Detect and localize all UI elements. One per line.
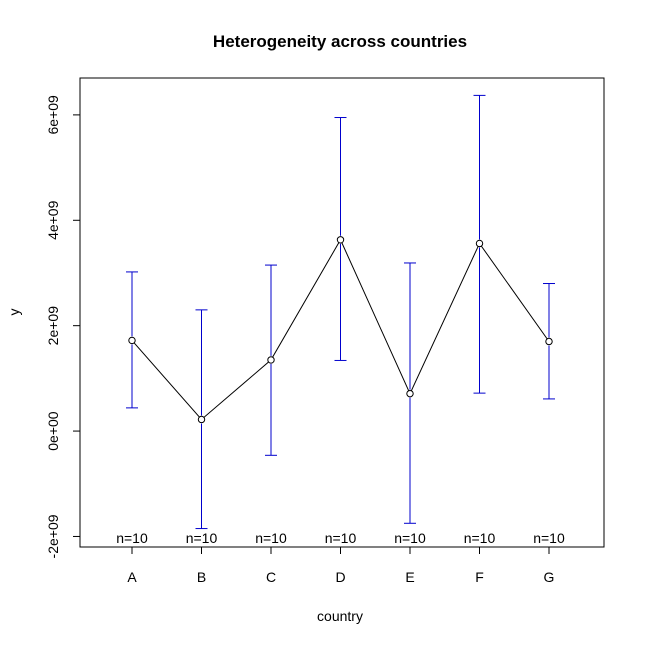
x-tick-label: G: [544, 569, 555, 585]
mean-point: [406, 389, 414, 398]
mean-point: [197, 415, 206, 424]
count-label: n=10: [255, 530, 287, 546]
error-bar: [334, 117, 347, 361]
count-label: n=10: [325, 530, 357, 546]
error-bar: [473, 94, 486, 394]
x-tick-label: F: [475, 569, 484, 585]
mean-point: [545, 337, 553, 346]
count-label: n=10: [394, 530, 426, 546]
error-bar: [265, 264, 277, 456]
count-label: n=10: [533, 530, 565, 546]
error-bars: [126, 94, 555, 530]
x-tick-label: D: [335, 569, 345, 585]
mean-series: [128, 236, 553, 424]
error-bar: [543, 283, 555, 400]
error-bar: [195, 309, 208, 530]
mean-point: [128, 336, 136, 345]
y-tick-label: 2e+09: [45, 306, 61, 346]
x-axis-label: country: [317, 608, 363, 624]
mean-point: [336, 236, 345, 244]
count-label: n=10: [186, 530, 218, 546]
x-axis: A B C D E F G: [127, 546, 555, 585]
count-label: n=10: [116, 530, 148, 546]
count-labels: n=10 n=10 n=10 n=10 n=10 n=10 n=10: [116, 530, 565, 546]
y-tick-label: -2e+09: [45, 514, 61, 558]
x-tick-label: A: [127, 569, 137, 585]
y-tick-label: 0e+00: [45, 411, 61, 451]
y-axis-label: y: [6, 309, 22, 316]
x-tick-label: C: [266, 569, 276, 585]
mean-point: [267, 356, 275, 364]
y-axis: -2e+09 0e+00 2e+09 4e+09 6e+09: [45, 95, 81, 558]
chart-title: Heterogeneity across countries: [213, 32, 467, 51]
plot-frame: [79, 77, 605, 548]
mean-point: [475, 239, 484, 248]
count-label: n=10: [464, 530, 496, 546]
y-tick-label: 4e+09: [45, 200, 61, 240]
x-tick-label: B: [197, 569, 206, 585]
error-bar: [126, 271, 138, 409]
error-bar: [404, 262, 416, 524]
x-tick-label: E: [405, 569, 414, 585]
y-tick-label: 6e+09: [45, 95, 61, 135]
